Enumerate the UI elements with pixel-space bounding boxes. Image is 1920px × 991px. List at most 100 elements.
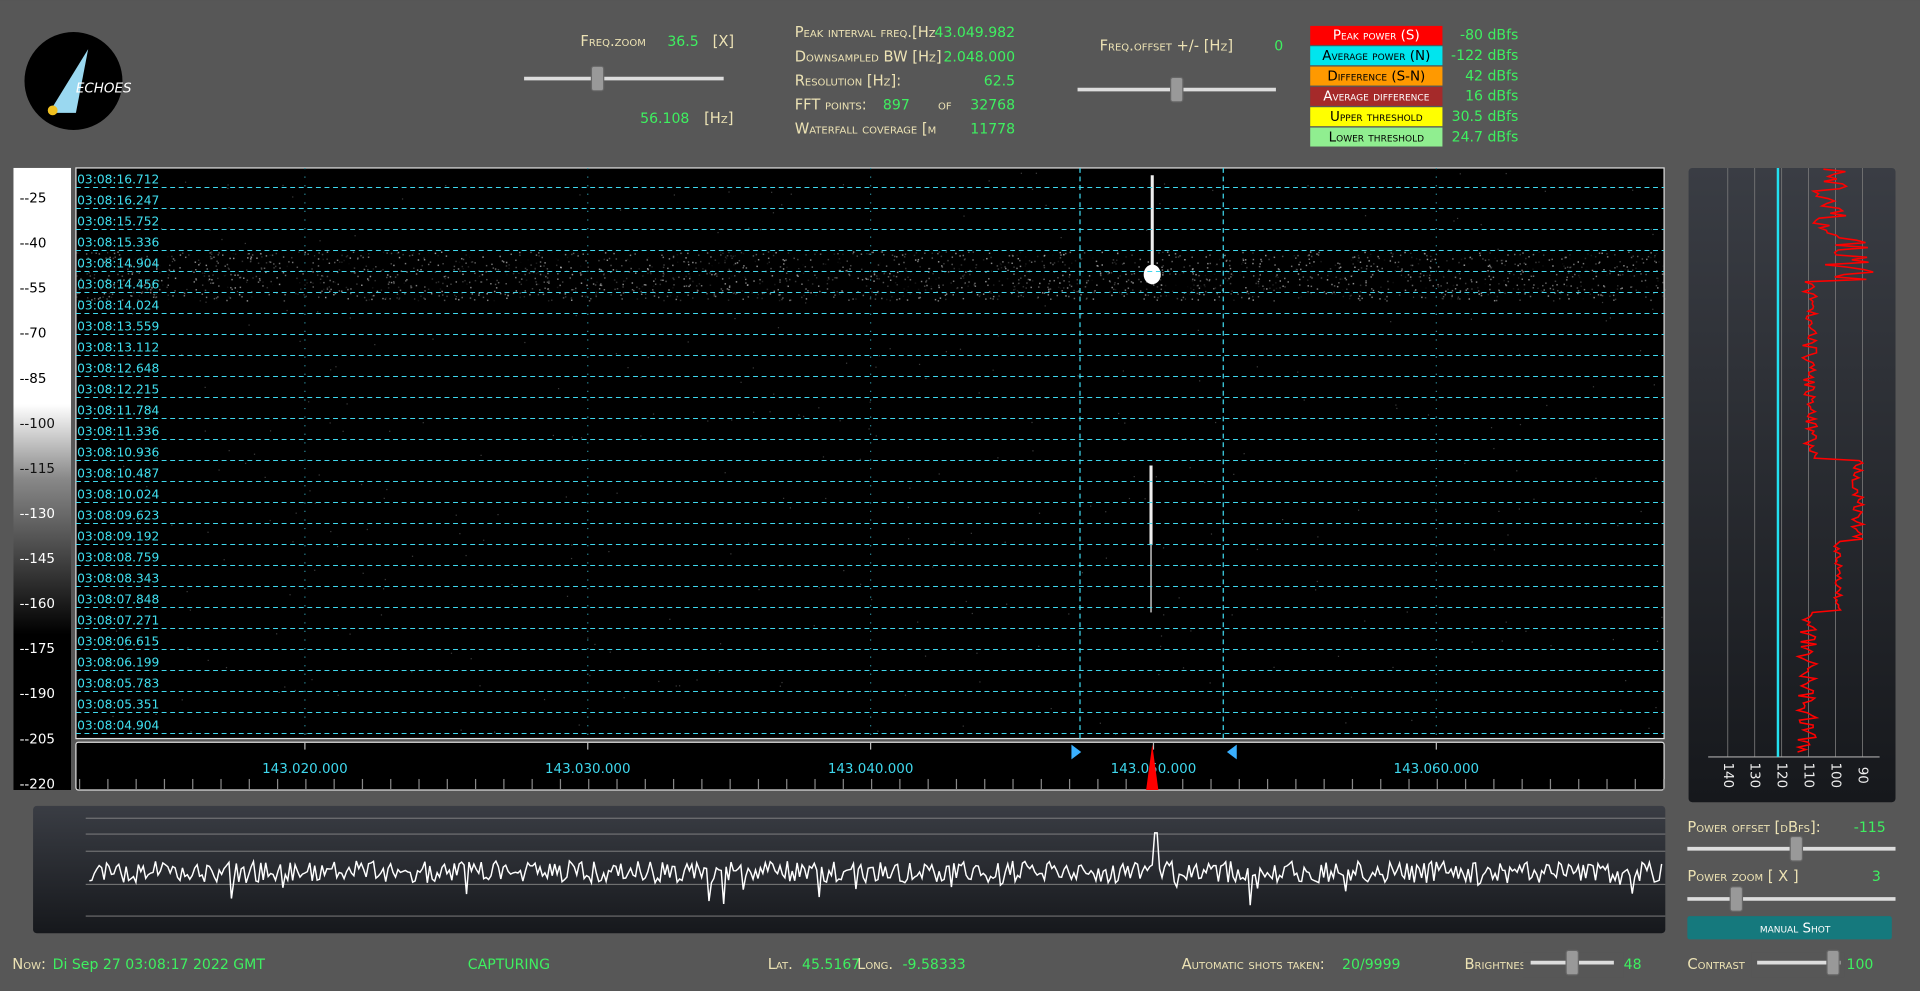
noise-dot: [1228, 277, 1230, 280]
noise-dot: [1342, 295, 1345, 298]
timestamp: 03:08:14.904: [77, 257, 159, 271]
noise-dot: [1423, 252, 1426, 255]
manual-shot-button[interactable]: [1687, 916, 1892, 940]
noise-dot: [1360, 270, 1363, 273]
noise-dot: [707, 420, 709, 422]
legend-label: Lower threshold: [1329, 130, 1424, 145]
power-zoom-slider-handle[interactable]: [1729, 886, 1744, 912]
noise-dot: [1646, 258, 1648, 261]
noise-dot: [262, 281, 264, 283]
noise-dot: [1241, 296, 1243, 299]
noise-dot: [1423, 274, 1425, 277]
noise-dot: [1428, 277, 1431, 279]
noise-dot: [539, 289, 541, 291]
noise-dot: [1432, 285, 1435, 287]
noise-dot: [368, 253, 370, 255]
noise-dot: [575, 314, 577, 317]
noise-dot: [390, 263, 392, 265]
noise-dot: [604, 252, 607, 254]
power-offset-slider-handle[interactable]: [1789, 835, 1804, 862]
noise-dot: [1248, 297, 1251, 299]
noise-dot: [442, 263, 444, 265]
noise-dot: [450, 283, 452, 285]
noise-dot: [202, 292, 203, 293]
noise-dot: [112, 257, 115, 260]
noise-dot: [1549, 287, 1552, 290]
noise-dot: [1635, 273, 1638, 276]
noise-dot: [824, 263, 827, 265]
brightness-slider-handle[interactable]: [1565, 949, 1579, 976]
noise-dot: [972, 251, 975, 253]
noise-dot: [997, 268, 1000, 270]
noise-dot: [99, 297, 101, 299]
noise-dot: [1023, 291, 1026, 293]
noise-dot: [114, 256, 116, 258]
noise-dot: [1311, 277, 1313, 279]
noise-dot: [398, 256, 401, 259]
scale-label: --70: [20, 327, 47, 342]
noise-dot: [347, 298, 349, 300]
noise-dot: [1443, 276, 1445, 278]
noise-dot: [227, 184, 229, 186]
freq-offset-slider-handle[interactable]: [1170, 76, 1184, 103]
noise-dot: [470, 286, 472, 289]
noise-dot: [1376, 265, 1379, 268]
noise-dot: [432, 338, 434, 340]
noise-dot: [1011, 292, 1013, 295]
noise-dot: [250, 256, 253, 259]
noise-dot: [919, 296, 922, 299]
noise-dot: [485, 264, 488, 267]
noise-dot: [1503, 279, 1505, 282]
noise-dot: [803, 294, 805, 297]
noise-dot: [184, 181, 187, 183]
noise-dot: [1316, 288, 1319, 290]
timestamp: 03:08:14.024: [77, 299, 159, 313]
noise-dot: [1175, 296, 1176, 297]
noise-dot: [107, 252, 109, 254]
noise-dot: [937, 261, 940, 263]
noise-dot: [201, 272, 204, 274]
noise-dot: [887, 285, 889, 287]
timestamp: 03:08:09.623: [77, 509, 159, 523]
noise-dot: [1044, 305, 1046, 307]
noise-dot: [231, 278, 233, 281]
noise-dot: [940, 255, 943, 258]
noise-dot: [955, 275, 956, 276]
noise-dot: [450, 652, 453, 654]
noise-dot: [1166, 251, 1169, 253]
noise-dot: [336, 259, 339, 262]
noise-dot: [789, 278, 791, 281]
noise-dot: [687, 263, 690, 266]
noise-dot: [524, 273, 526, 276]
timestamp: 03:08:13.112: [77, 341, 159, 355]
noise-dot: [1300, 296, 1302, 298]
noise-dot: [305, 733, 307, 735]
noise-dot: [120, 257, 122, 259]
noise-dot: [857, 291, 859, 293]
noise-dot: [913, 254, 916, 257]
noise-dot: [686, 267, 688, 269]
noise-dot: [730, 553, 732, 555]
contrast-slider-handle[interactable]: [1826, 949, 1840, 976]
noise-dot: [833, 253, 836, 255]
manual-shot-label[interactable]: manual Shot: [1760, 921, 1831, 936]
freq-zoom-slider-handle[interactable]: [590, 65, 605, 92]
noise-dot: [357, 257, 359, 259]
noise-dot: [1590, 254, 1593, 257]
noise-dot: [719, 643, 722, 645]
noise-dot: [789, 299, 791, 302]
noise-dot: [974, 282, 976, 285]
noise-dot: [1122, 370, 1124, 372]
noise-dot: [194, 280, 195, 281]
noise-dot: [600, 284, 603, 287]
noise-dot: [465, 554, 467, 557]
power-label: 130: [1747, 762, 1762, 788]
noise-dot: [1316, 253, 1318, 255]
noise-dot: [941, 265, 943, 267]
noise-dot: [217, 262, 219, 264]
noise-dot: [324, 296, 327, 299]
noise-dot: [889, 348, 891, 350]
noise-dot: [543, 292, 545, 294]
noise-dot: [1193, 284, 1195, 286]
noise-dot: [787, 252, 790, 254]
